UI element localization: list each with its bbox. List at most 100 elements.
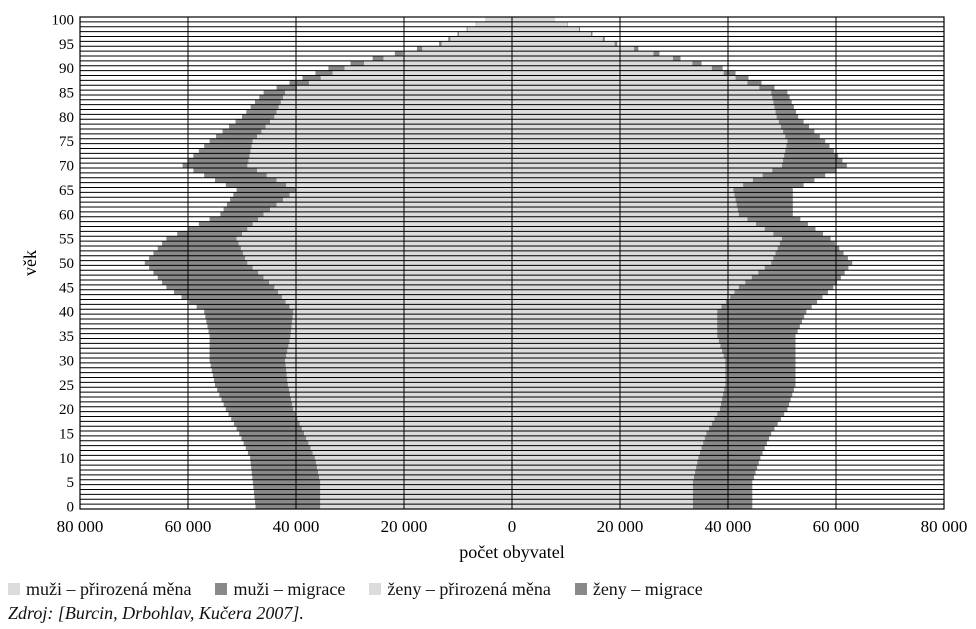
bar-zeny-migrace (717, 323, 800, 329)
bar-zeny-migrace (735, 75, 749, 81)
bar-zeny-migrace (773, 99, 792, 105)
bar-muzi-migrace (221, 396, 292, 402)
legend-swatch (215, 583, 228, 595)
bar-zeny-migrace (692, 484, 753, 490)
bar-zeny-prirozena (512, 172, 763, 178)
x-axis-title: počet obyvatel (459, 542, 564, 562)
bar-muzi-migrace (207, 323, 292, 329)
bar-zeny-prirozena (512, 119, 779, 125)
bar-zeny-prirozena (512, 416, 715, 422)
bar-zeny-prirozena (512, 435, 705, 441)
bar-muzi-prirozena (364, 60, 512, 66)
bar-muzi-prirozena (291, 328, 512, 334)
bar-zeny-prirozena (512, 168, 773, 173)
bar-zeny-prirozena (512, 470, 696, 475)
bar-muzi-prirozena (280, 99, 512, 105)
bar-zeny-prirozena (512, 499, 693, 505)
bar-muzi-prirozena (265, 124, 512, 130)
bar-zeny-migrace (725, 367, 796, 373)
bar-zeny-migrace (723, 70, 736, 76)
bar-zeny-prirozena (512, 406, 720, 412)
bar-zeny-prirozena (512, 421, 712, 427)
bar-muzi-prirozena (290, 392, 512, 397)
bar-muzi-prirozena (250, 148, 512, 154)
bar-muzi-prirozena (317, 465, 512, 471)
bar-muzi-migrace (225, 406, 294, 412)
bar-zeny-prirozena (512, 450, 700, 456)
bar-zeny-prirozena (512, 372, 726, 378)
bar-muzi-migrace (255, 504, 321, 509)
bar-zeny-prirozena (512, 348, 723, 354)
bar-muzi-prirozena (276, 177, 512, 183)
y-tick-label: 35 (59, 329, 74, 345)
bar-zeny-migrace (698, 455, 761, 461)
bar-zeny-migrace (567, 21, 568, 27)
bar-zeny-prirozena (512, 333, 718, 339)
y-axis-title: věk (20, 250, 40, 276)
bar-zeny-migrace (720, 401, 790, 407)
bar-zeny-migrace (717, 333, 796, 339)
bar-zeny-prirozena (512, 489, 693, 495)
bar-zeny-prirozena (512, 197, 736, 203)
bar-muzi-prirozena (402, 51, 512, 56)
bar-zeny-migrace (725, 362, 796, 368)
bar-zeny-prirozena (512, 304, 722, 310)
bar-zeny-prirozena (512, 289, 735, 295)
bar-muzi-prirozena (319, 474, 512, 480)
bar-zeny-prirozena (512, 270, 759, 276)
bar-muzi-migrace (208, 328, 292, 334)
bar-zeny-prirozena (512, 465, 697, 471)
bar-zeny-prirozena (512, 153, 785, 159)
bar-muzi-prirozena (320, 479, 512, 485)
bar-muzi-prirozena (288, 343, 512, 349)
y-tick-label: 10 (59, 451, 74, 467)
y-tick-label: 5 (67, 475, 75, 491)
bar-muzi-prirozena (287, 348, 512, 354)
legend-swatch (8, 583, 20, 595)
bar-muzi-migrace (394, 51, 403, 56)
bar-muzi-migrace (209, 216, 259, 222)
bar-muzi-prirozena (314, 455, 512, 461)
bar-zeny-migrace (785, 148, 834, 154)
bar-zeny-migrace (717, 328, 798, 334)
bar-muzi-prirozena (283, 94, 512, 100)
bar-zeny-prirozena (512, 177, 753, 183)
bar-muzi-migrace (209, 343, 289, 349)
bar-muzi-migrace (236, 187, 296, 193)
bar-zeny-prirozena (512, 294, 731, 300)
bar-muzi-prirozena (258, 216, 512, 222)
bar-muzi-migrace (276, 85, 298, 91)
bar-zeny-migrace (725, 382, 796, 388)
bar-zeny-migrace (730, 294, 823, 300)
bar-zeny-prirozena (512, 17, 556, 22)
bar-zeny-prirozena (512, 221, 757, 227)
bar-muzi-prirozena (459, 31, 512, 37)
bar-muzi-migrace (439, 41, 442, 47)
x-tick-label: 80 000 (921, 517, 968, 536)
bar-muzi-prirozena (286, 353, 512, 358)
bar-zeny-prirozena (512, 431, 707, 436)
bar-muzi-migrace (247, 450, 313, 456)
bar-zeny-migrace (759, 85, 775, 91)
bar-zeny-migrace (752, 177, 815, 183)
bar-muzi-prirozena (441, 41, 512, 47)
bar-zeny-migrace (725, 357, 796, 363)
bar-muzi-prirozena (243, 250, 512, 256)
bar-muzi-migrace (253, 484, 321, 490)
bar-zeny-prirozena (512, 260, 772, 266)
bar-zeny-migrace (703, 440, 767, 446)
bar-zeny-migrace (735, 197, 793, 203)
population-pyramid-chart: 0 5 10 15 20 25 30 35 40 45 50 55 60 65 70 75 80 85 90 95 10… (20, 12, 968, 562)
source-note: Zdroj: [Burcin, Drbohlav, Kučera 2007]. (8, 603, 304, 623)
bar-muzi-prirozena (269, 280, 512, 285)
bar-muzi-prirozena (240, 245, 513, 251)
bar-zeny-migrace (764, 226, 816, 232)
bar-muzi-prirozena (286, 182, 512, 188)
bar-zeny-prirozena (512, 226, 765, 232)
y-tick-label: 65 (59, 183, 74, 199)
bar-muzi-migrace (215, 382, 288, 388)
bar-zeny-migrace (717, 411, 785, 417)
bar-muzi-migrace (182, 163, 248, 169)
bar-muzi-prirozena (285, 362, 512, 368)
bar-muzi-migrace (223, 206, 271, 212)
